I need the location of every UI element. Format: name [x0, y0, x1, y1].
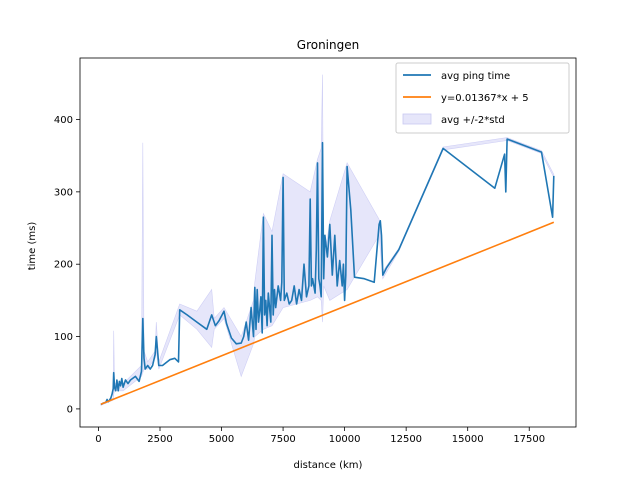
x-tick-label: 15000: [452, 434, 484, 445]
legend-entry-avg: avg ping time: [441, 71, 510, 82]
series-layer: [100, 138, 555, 406]
series-line-avg-ping: [100, 138, 555, 406]
y-tick-label: 0: [67, 404, 73, 415]
x-axis-label: distance (km): [294, 460, 363, 471]
legend-box: [395, 62, 570, 134]
y-tick-label: 400: [54, 115, 73, 126]
y-axis-label: time (ms): [27, 222, 38, 271]
ticks-layer: 0 2500 5000 7500 10000 12500 15000 17500 0 100 200…: [54, 115, 545, 445]
x-tick-label: 5000: [209, 434, 234, 445]
x-tick-label: 2500: [147, 434, 172, 445]
axes-layer: [79, 57, 577, 428]
legend: avg ping time y=0.01367*x + 5 avg +/-2*s…: [395, 62, 570, 134]
x-tick-label: 12500: [390, 434, 422, 445]
x-tick-label: 7500: [270, 434, 295, 445]
series-line-fit: [100, 221, 555, 406]
y-tick-label: 300: [54, 187, 73, 198]
chart-title: Groningen: [297, 38, 359, 52]
plot-frame: [79, 57, 577, 428]
legend-swatch-band: [402, 113, 432, 125]
x-tick-label: 17500: [513, 434, 545, 445]
y-tick-label: 200: [54, 260, 73, 271]
y-tick-label: 100: [54, 332, 73, 343]
x-tick-label: 0: [95, 434, 101, 445]
legend-entry-band: avg +/-2*std: [441, 115, 505, 126]
legend-entry-fit: y=0.01367*x + 5: [441, 93, 529, 104]
x-tick-label: 10000: [329, 434, 361, 445]
